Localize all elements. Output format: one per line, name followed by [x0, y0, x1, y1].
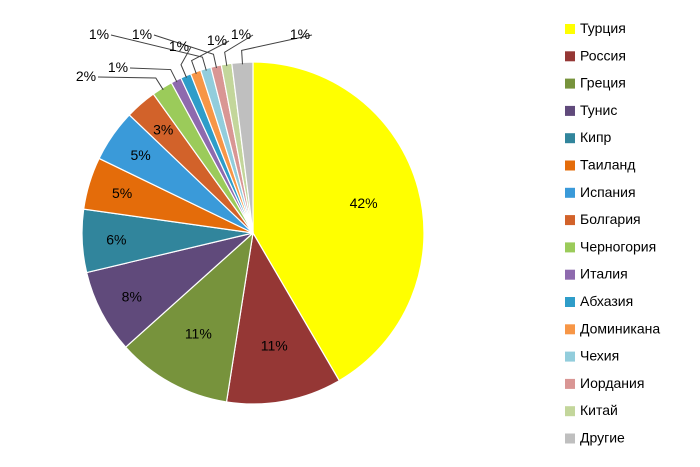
slice-value-label: 1%	[169, 38, 189, 54]
pie-slice-3	[124, 231, 254, 403]
legend-swatch	[565, 433, 575, 444]
slice-value-label: 11%	[261, 338, 288, 354]
legend-swatch	[565, 215, 575, 226]
legend-label: Тунис	[580, 102, 617, 118]
legend-label: Черногория	[580, 238, 656, 254]
slice-value-label: 5%	[130, 147, 150, 163]
slice-value-label: 1%	[132, 26, 152, 42]
legend-swatch	[565, 51, 575, 62]
leader-line	[153, 34, 217, 69]
legend-label: Россия	[580, 47, 626, 63]
slice-value-label: 3%	[153, 122, 173, 138]
pie-slices	[81, 61, 425, 405]
pie-slice-1	[252, 61, 425, 382]
slice-value-label: 1%	[290, 26, 310, 42]
legend-swatch	[565, 324, 575, 335]
legend: Турция Россия Греция Тунис Кипр Таиланд Испани…	[565, 20, 660, 446]
slice-value-label: 1%	[89, 26, 109, 42]
slice-value-label: 8%	[122, 288, 142, 304]
slice-value-label: 1%	[231, 26, 251, 42]
leader-line	[241, 34, 313, 65]
legend-label: Другие	[580, 430, 625, 446]
slice-value-label: 6%	[106, 231, 126, 247]
legend-label: Чехия	[580, 348, 619, 364]
legend-swatch	[565, 133, 575, 144]
leader-line	[97, 76, 164, 91]
legend-swatch	[565, 78, 575, 89]
legend-swatch	[565, 378, 575, 389]
legend-label: Болгария	[580, 211, 641, 227]
legend-swatch	[565, 24, 575, 34]
leader-line	[129, 67, 178, 83]
legend-swatch	[565, 160, 575, 171]
slice-value-label: 11%	[185, 326, 212, 342]
slice-value-label: 42%	[350, 195, 378, 211]
legend-swatch	[565, 187, 575, 198]
legend-swatch	[565, 351, 575, 362]
pie-slice-2	[225, 231, 341, 405]
slice-value-label: 5%	[112, 185, 132, 201]
legend-label: Кипр	[580, 129, 612, 145]
slice-value-label: 1%	[207, 32, 227, 48]
slice-value-labels: 42%11%11%8%6%5%5%3%2%1%1% 1%1% 1% 1% 1%	[76, 26, 378, 354]
legend-label: Турция	[580, 20, 626, 36]
legend-label: Доминикана	[580, 320, 660, 336]
legend-swatch	[565, 105, 575, 116]
slice-value-label: 1%	[108, 59, 128, 75]
leader-line	[180, 46, 192, 78]
legend-label: Италия	[580, 266, 628, 282]
legend-swatch	[565, 297, 575, 307]
slice-value-label: 2%	[76, 68, 96, 84]
legend-label: Китай	[580, 402, 618, 418]
leader-line	[224, 34, 254, 67]
legend-swatch	[565, 269, 575, 280]
legend-label: Греция	[580, 75, 626, 91]
legend-label: Таиланд	[580, 157, 635, 173]
legend-swatch	[565, 406, 575, 417]
legend-label: Абхазия	[580, 293, 633, 309]
legend-label: Испания	[580, 184, 636, 200]
legend-swatch	[565, 242, 575, 253]
leader-line	[190, 40, 230, 74]
leader-lines	[97, 34, 313, 91]
legend-label: Иордания	[580, 375, 644, 391]
leader-line	[110, 34, 207, 71]
